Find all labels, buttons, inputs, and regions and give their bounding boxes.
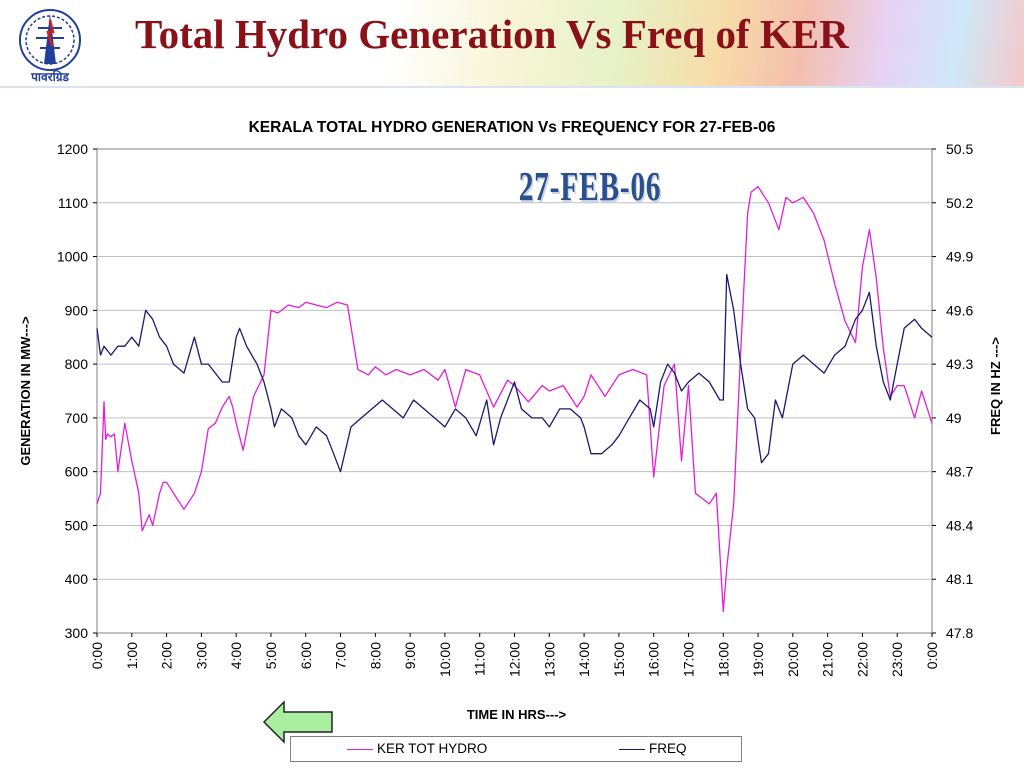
y-tick-label: 300 <box>65 625 89 641</box>
y-tick-label: 700 <box>65 410 89 426</box>
x-tick-label: 10:00 <box>437 642 453 677</box>
x-tick-label: 0:00 <box>89 642 105 669</box>
x-tick-label: 3:00 <box>193 642 209 669</box>
legend-label-generation: KER TOT HYDRO <box>377 741 488 756</box>
y-tick-label: 1000 <box>57 249 88 265</box>
y2-tick-label: 49.6 <box>946 302 973 318</box>
y-tick-label: 600 <box>65 464 89 480</box>
y2-tick-label: 50.5 <box>946 141 973 157</box>
legend-swatch-frequency <box>619 748 645 750</box>
logo-text: पावरग्रिड <box>31 70 69 84</box>
x-tick-label: 18:00 <box>715 642 731 677</box>
x-tick-label: 20:00 <box>785 642 801 677</box>
x-tick-label: 4:00 <box>228 642 244 669</box>
x-tick-label: 17:00 <box>680 642 696 677</box>
header-band <box>0 0 1024 86</box>
x-tick-label: 11:00 <box>472 642 488 676</box>
legend-item-frequency: FREQ <box>619 741 687 756</box>
y2-tick-label: 47.8 <box>946 625 973 641</box>
x-tick-label: 5:00 <box>263 642 279 669</box>
x-tick-label: 6:00 <box>298 642 314 669</box>
x-tick-label: 15:00 <box>611 642 627 677</box>
back-arrow-icon[interactable] <box>262 700 334 744</box>
y2-tick-label: 49 <box>946 410 962 426</box>
series-line-frequency <box>96 273 933 473</box>
y2-tick-label: 50.2 <box>946 195 973 211</box>
y-tick-label: 1100 <box>58 195 88 211</box>
y2-tick-label: 48.1 <box>946 571 973 587</box>
y-tick-label: 400 <box>65 571 89 587</box>
x-tick-label: 14:00 <box>576 642 592 677</box>
y2-tick-label: 48.7 <box>946 464 973 480</box>
date-stamp: 27-FEB-06 <box>518 163 662 209</box>
y-tick-label: 500 <box>65 517 89 533</box>
x-tick-label: 16:00 <box>646 642 662 677</box>
x-tick-label: 8:00 <box>367 642 383 669</box>
y2-axis-label: FREQ IN HZ ---> <box>988 337 1003 435</box>
x-tick-label: 21:00 <box>820 642 836 677</box>
legend-label-frequency: FREQ <box>649 741 687 756</box>
header-divider <box>0 86 1024 88</box>
y2-tick-label: 49.9 <box>946 249 973 265</box>
x-tick-label: 2:00 <box>159 642 175 669</box>
chart-title: KERALA TOTAL HYDRO GENERATION Vs FREQUEN… <box>248 119 776 136</box>
y2-tick-label: 48.4 <box>946 517 973 533</box>
x-tick-label: 0:00 <box>924 642 940 669</box>
powergrid-logo-icon <box>19 9 81 71</box>
x-tick-label: 1:00 <box>124 642 140 669</box>
plot-area <box>96 148 933 634</box>
x-tick-label: 12:00 <box>507 642 523 677</box>
y-tick-label: 900 <box>65 302 89 318</box>
x-tick-label: 13:00 <box>541 642 557 677</box>
x-tick-label: 23:00 <box>889 642 905 677</box>
x-tick-label: 19:00 <box>750 642 766 677</box>
x-tick-label: 7:00 <box>333 642 349 669</box>
y-tick-label: 800 <box>65 356 89 372</box>
x-axis-label: TIME IN HRS---> <box>467 707 567 722</box>
slide-title: Total Hydro Generation Vs Freq of KER <box>135 11 849 57</box>
series-line-generation <box>96 185 933 613</box>
chart-legend: KER TOT HYDRO FREQ <box>290 736 742 762</box>
y-tick-label: 1200 <box>57 141 88 157</box>
y2-tick-label: 49.3 <box>946 356 973 372</box>
legend-item-generation: KER TOT HYDRO <box>347 741 487 756</box>
x-tick-label: 9:00 <box>402 642 418 669</box>
legend-swatch-generation <box>347 748 373 750</box>
y-axis-label: GENERATION IN MW---> <box>18 316 33 466</box>
x-tick-label: 22:00 <box>854 642 870 677</box>
